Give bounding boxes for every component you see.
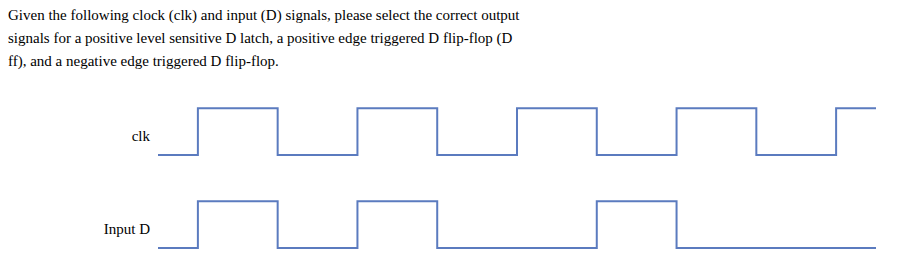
panel: Input D [104,201,876,248]
title-line: signals for a positive level sensitive D… [8,30,513,47]
title-line: Given the following clock (clk) and inpu… [8,7,520,24]
title: Given the following clock (clk) and inpu… [8,7,520,70]
title-line: ff), and a negative edge triggered D fli… [8,53,279,70]
waveform [158,108,876,155]
signal-label: Input D [104,221,150,237]
plot-area [158,201,876,248]
panel: clk [132,108,876,155]
signal-label: clk [132,128,151,144]
plot-area [158,108,876,155]
waveform [158,201,876,248]
chart-root: Given the following clock (clk) and inpu… [0,0,903,279]
